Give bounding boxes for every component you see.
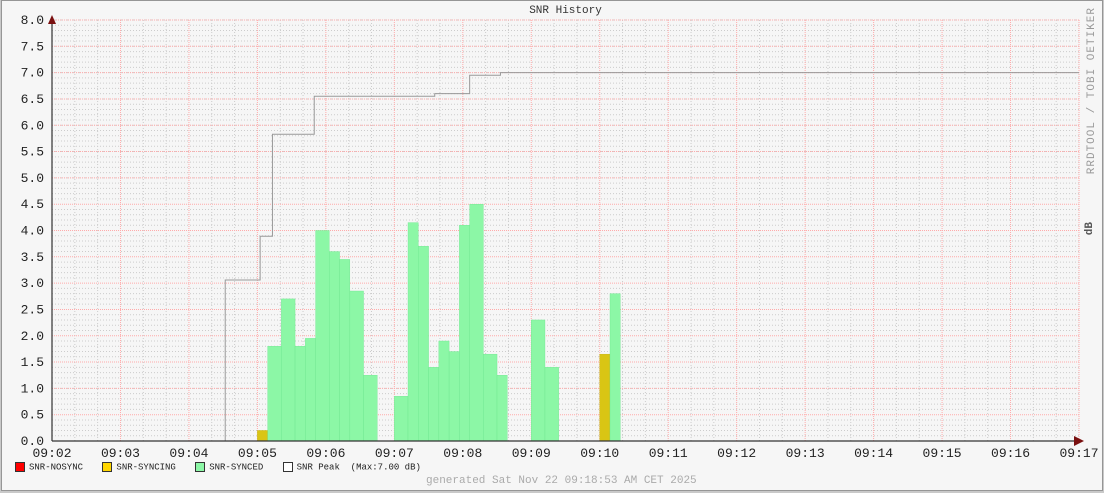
svg-text:2.0: 2.0 — [21, 329, 44, 344]
svg-text:2.5: 2.5 — [21, 302, 44, 317]
svg-text:1.5: 1.5 — [21, 355, 44, 370]
svg-text:4.5: 4.5 — [21, 197, 44, 212]
svg-text:09:08: 09:08 — [443, 446, 482, 461]
svg-text:5.0: 5.0 — [21, 171, 44, 186]
svg-text:3.5: 3.5 — [21, 250, 44, 265]
svg-text:09:10: 09:10 — [580, 446, 619, 461]
svg-text:3.0: 3.0 — [21, 276, 44, 291]
svg-text:09:04: 09:04 — [169, 446, 208, 461]
svg-text:6.0: 6.0 — [21, 118, 44, 133]
svg-text:09:12: 09:12 — [717, 446, 756, 461]
svg-text:09:02: 09:02 — [32, 446, 71, 461]
svg-text:09:05: 09:05 — [238, 446, 277, 461]
svg-text:09:16: 09:16 — [991, 446, 1030, 461]
svg-text:0.5: 0.5 — [21, 408, 44, 423]
svg-text:7.5: 7.5 — [21, 39, 44, 54]
svg-text:7.0: 7.0 — [21, 66, 44, 81]
svg-text:09:09: 09:09 — [512, 446, 551, 461]
svg-text:4.0: 4.0 — [21, 224, 44, 239]
svg-text:09:14: 09:14 — [854, 446, 893, 461]
svg-text:09:11: 09:11 — [649, 446, 688, 461]
svg-text:09:17: 09:17 — [1059, 446, 1098, 461]
svg-text:5.5: 5.5 — [21, 145, 44, 160]
svg-text:09:15: 09:15 — [923, 446, 962, 461]
svg-text:09:13: 09:13 — [786, 446, 825, 461]
svg-text:8.0: 8.0 — [21, 13, 44, 28]
svg-text:6.5: 6.5 — [21, 92, 44, 107]
svg-text:09:03: 09:03 — [101, 446, 140, 461]
svg-text:1.0: 1.0 — [21, 381, 44, 396]
svg-text:09:06: 09:06 — [306, 446, 345, 461]
svg-text:09:07: 09:07 — [375, 446, 414, 461]
